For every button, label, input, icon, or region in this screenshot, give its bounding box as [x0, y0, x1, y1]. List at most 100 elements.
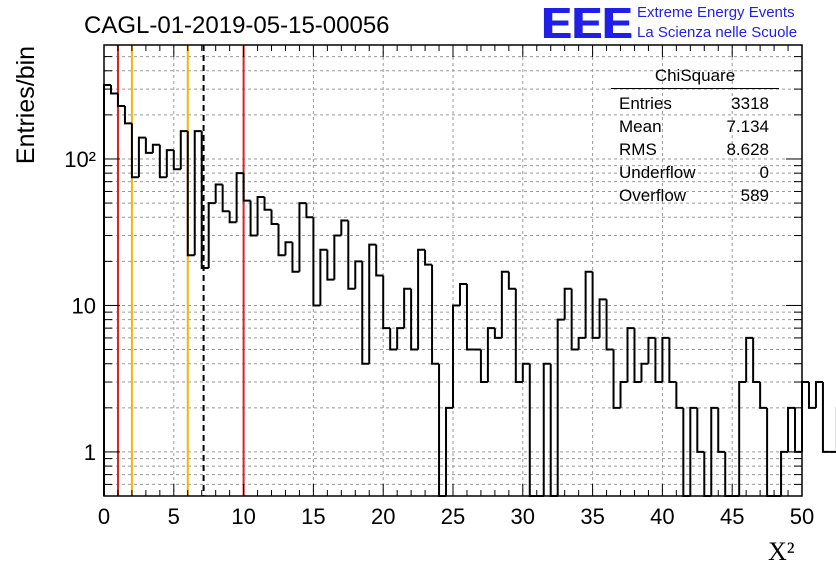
histogram-bin — [640, 362, 649, 383]
histogram-bin — [605, 299, 614, 351]
histogram-bin — [368, 243, 377, 364]
histogram-bin — [598, 298, 607, 338]
histogram-bin — [382, 275, 391, 330]
histogram-bin — [493, 328, 502, 339]
histogram-bin — [591, 271, 600, 339]
logo-line-1: Extreme Energy Events — [637, 4, 795, 21]
x-tick-label: 50 — [790, 504, 814, 529]
histogram-bin — [479, 349, 488, 384]
histogram-bin — [291, 242, 300, 273]
histogram-bin — [158, 144, 167, 179]
histogram-bin — [717, 407, 726, 453]
stats-row-entries: Entries 3318 — [611, 92, 779, 115]
histogram-bin — [500, 270, 509, 338]
x-tick-label: 15 — [301, 504, 325, 529]
histogram-bin — [689, 406, 698, 496]
histogram-bin — [242, 173, 251, 202]
histogram-bin — [375, 244, 384, 277]
stats-label: Mean — [619, 117, 662, 136]
stats-value: 3318 — [731, 94, 769, 113]
histogram-bin — [130, 123, 139, 179]
histogram-bin — [570, 288, 579, 351]
histogram-bin — [347, 220, 356, 290]
y-tick-label: 10 — [72, 293, 96, 318]
histogram-bin — [123, 105, 132, 125]
x-tick-label: 25 — [441, 504, 465, 529]
vertical-marker-lines — [116, 45, 245, 496]
eee-logo: EEE — [542, 0, 634, 48]
stats-row-mean: Mean 7.134 — [611, 115, 779, 138]
histogram-bin — [661, 336, 670, 383]
histogram-bin — [235, 172, 244, 223]
histogram-bin — [277, 223, 286, 257]
chart-title: CAGL-01-2019-05-15-00056 — [84, 12, 390, 39]
histogram-bin — [256, 196, 265, 236]
histogram-bin — [780, 450, 789, 496]
histogram-bin — [759, 382, 768, 409]
histogram-bin — [193, 130, 202, 256]
histogram-bin — [305, 203, 314, 219]
histogram-bin — [542, 362, 551, 496]
histogram-bin — [361, 261, 370, 365]
histogram-bin — [486, 327, 495, 383]
histogram-bin — [333, 234, 342, 280]
x-tick-label: 35 — [580, 504, 604, 529]
stats-row-rms: RMS 8.628 — [611, 138, 779, 161]
axes: 0 5 10 15 20 25 30 35 40 45 50 1 10 10² — [64, 44, 814, 529]
histogram-bin — [151, 143, 160, 153]
histogram-bin — [319, 248, 328, 306]
histogram-bin — [738, 381, 747, 496]
histogram-bin — [445, 406, 453, 496]
x-tick-label: 10 — [231, 504, 255, 529]
logo-line-2: La Scienza nelle Scuole — [637, 24, 798, 41]
histogram-bin — [284, 241, 293, 256]
histogram-bin — [794, 407, 802, 453]
histogram-bin — [109, 84, 118, 95]
x-axis-label: X² — [768, 537, 795, 566]
histogram-bin — [144, 137, 153, 154]
histogram-bin — [438, 363, 447, 497]
stats-box: ChiSquare Entries 3318 Mean 7.134 RMS 8.… — [611, 66, 779, 207]
histogram-bin — [507, 271, 516, 290]
histogram-bin — [326, 249, 335, 281]
stats-label: Overflow — [619, 186, 687, 205]
histogram-bin — [612, 349, 621, 409]
stats-label: Entries — [619, 94, 672, 113]
x-tick-label: 30 — [511, 504, 535, 529]
x-tick-label: 20 — [371, 504, 395, 529]
stats-value: 7.134 — [726, 117, 769, 136]
x-tick-label: 40 — [650, 504, 674, 529]
histogram-bin — [214, 183, 223, 204]
histogram-bin — [514, 288, 523, 384]
stats-row-underflow: Underflow 0 — [611, 161, 779, 184]
histogram-bin — [410, 288, 419, 351]
histogram-bin — [710, 406, 719, 496]
histogram-bin — [221, 184, 230, 213]
histogram-bin — [116, 93, 125, 107]
histogram-bin — [172, 150, 181, 171]
histogram-bin — [340, 219, 349, 236]
y-axis-label: Entries/bin — [12, 45, 40, 165]
histogram-bin — [200, 131, 209, 270]
histogram-bin — [675, 382, 684, 409]
histogram-bin — [137, 136, 146, 178]
histogram-bin — [458, 283, 467, 306]
histogram-bin — [619, 381, 628, 408]
histogram-bin — [549, 363, 558, 497]
stats-value: 0 — [759, 163, 769, 182]
histogram-bin — [417, 248, 426, 350]
stats-box-title: ChiSquare — [611, 66, 779, 89]
histogram-bin — [787, 406, 796, 452]
histogram-bin — [228, 211, 237, 224]
histogram-bin — [633, 328, 642, 384]
histogram-bin — [263, 197, 272, 211]
histogram-bin — [626, 327, 635, 383]
stats-value: 8.628 — [726, 140, 769, 159]
histogram-bin — [312, 217, 321, 307]
x-tick-label: 5 — [168, 504, 180, 529]
histogram-bin — [745, 336, 754, 383]
histogram-bin — [696, 407, 705, 453]
histogram-bin — [270, 209, 279, 225]
stats-value: 589 — [740, 186, 769, 205]
